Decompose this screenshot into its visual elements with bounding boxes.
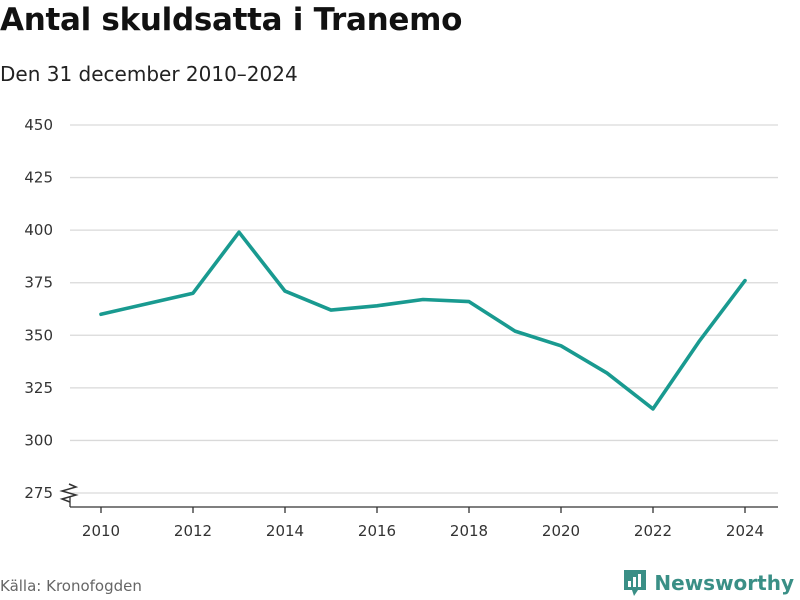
x-tick-label: 2022: [634, 522, 672, 540]
x-tick-label: 2020: [542, 522, 580, 540]
y-tick-label: 450: [24, 116, 53, 134]
series-layer: [99, 230, 747, 411]
y-tick-label: 300: [24, 431, 53, 449]
series-line-0: [99, 230, 747, 411]
y-tick-label: 425: [24, 169, 53, 187]
x-tick-label: 2010: [82, 522, 120, 540]
x-tick-label: 2012: [174, 522, 212, 540]
chart-title: Antal skuldsatta i Tranemo: [0, 2, 463, 38]
x-tick-label: 2014: [266, 522, 304, 540]
y-tick-label: 400: [24, 221, 53, 239]
brand-logo: Newsworthy: [622, 568, 794, 598]
y-tick-label: 325: [24, 379, 53, 397]
y-tick-label: 350: [24, 326, 53, 344]
axis-break-icon: [59, 483, 79, 503]
gridlines: [70, 124, 778, 494]
newsworthy-logo-icon: [624, 570, 647, 596]
y-tick-label: 375: [24, 274, 53, 292]
x-axis: 2010 2012 2014 2016 2018 2020 2022 2024: [69, 496, 778, 540]
chart-subtitle: Den 31 december 2010–2024: [0, 62, 298, 86]
x-tick-label: 2018: [450, 522, 488, 540]
y-axis-ticks: 275 300 325 350 375 400 425 450: [24, 116, 53, 502]
axis-break-zigzag: [59, 483, 79, 503]
x-tick-label: 2016: [358, 522, 396, 540]
source-note: Källa: Kronofogden: [0, 577, 142, 595]
y-tick-label: 275: [24, 484, 53, 502]
x-tick-label: 2024: [726, 522, 764, 540]
brand-name: Newsworthy: [654, 571, 794, 595]
